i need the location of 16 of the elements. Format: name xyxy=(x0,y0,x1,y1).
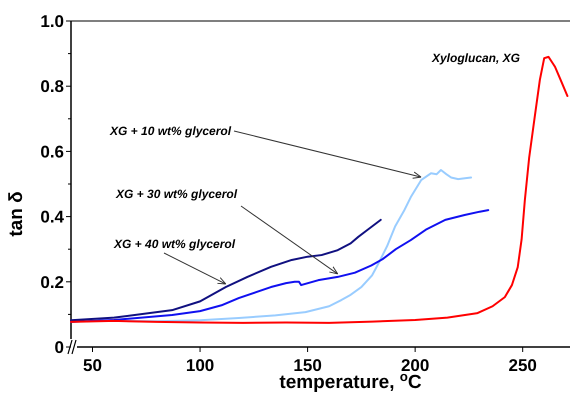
y-tick-label: 0 xyxy=(54,338,64,357)
y-tick-label: 0.8 xyxy=(40,77,64,96)
y-axis-title: tan δ xyxy=(6,191,27,237)
x-tick-label: 200 xyxy=(400,356,430,375)
y-tick-label: 0.2 xyxy=(40,272,64,292)
text: XG + 40 wt% glycerol xyxy=(113,237,236,251)
series-label: Xyloglucan, XG xyxy=(430,51,520,65)
line-series xyxy=(70,218,382,322)
text: XG + 10 wt% glycerol xyxy=(109,124,232,138)
x-tick-label: 100 xyxy=(186,356,214,375)
y-tick-label: 0.6 xyxy=(40,142,64,162)
text: XG + 30 wt% glycerol xyxy=(115,187,238,201)
x-tick-label: 50 xyxy=(83,356,102,375)
x-tick-label: 250 xyxy=(508,356,537,375)
y-tick-label: 1.0 xyxy=(40,12,64,31)
y-tick-label: 0.4 xyxy=(40,208,65,227)
